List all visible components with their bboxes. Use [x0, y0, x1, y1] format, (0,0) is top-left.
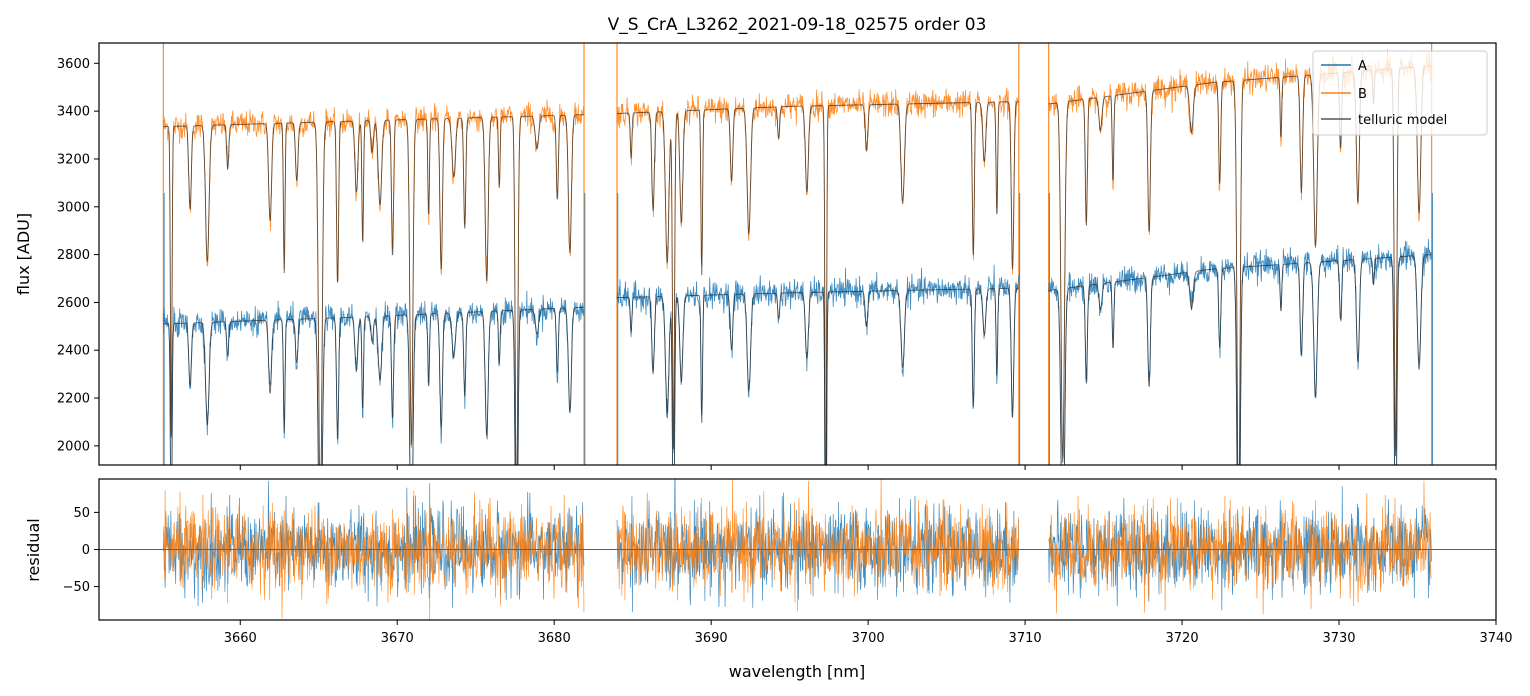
residual-series-b-seg2	[1048, 480, 1432, 615]
telluric-model-a-seg0	[163, 306, 584, 465]
x-tick-label: 3700	[852, 631, 885, 646]
residual-y-tick-label: 50	[73, 506, 90, 521]
flux-y-tick-label: 3000	[57, 200, 90, 215]
flux-y-tick-label: 2800	[57, 248, 90, 263]
legend-label-telluric: telluric model	[1358, 113, 1447, 128]
telluric-model-b-seg1	[616, 101, 1019, 465]
flux-y-tick-label: 3200	[57, 152, 90, 167]
residual-y-ticks: 50 0 −50	[63, 506, 99, 595]
residual-x-ticks: 3660 3670 3680 3690 3700 3710 3720 3730 3740	[224, 620, 1513, 646]
residual-plot-area	[99, 479, 1496, 620]
x-tick-label: 3740	[1479, 631, 1512, 646]
residual-y-tick-label: 0	[82, 543, 90, 558]
flux-y-tick-label: 2200	[57, 392, 90, 407]
x-tick-label: 3730	[1322, 631, 1355, 646]
flux-y-tick-label: 2000	[57, 439, 90, 454]
flux-y-tick-label: 2600	[57, 296, 90, 311]
residual-panel: 500−50 3660 3670 3680 3690 3700 3710 3720 3730 3…	[24, 478, 1513, 681]
chart-title: V_S_CrA_L3262_2021-09-18_02575 order 03	[608, 15, 987, 35]
residual-series-b-seg1	[616, 479, 1020, 612]
x-tick-label: 3660	[224, 631, 257, 646]
flux-y-tick-label: 3400	[57, 105, 90, 120]
flux-y-tick-label: 2400	[57, 344, 90, 359]
x-tick-label: 3710	[1009, 631, 1042, 646]
legend-label-a: A	[1358, 59, 1367, 74]
legend-label-b: B	[1358, 87, 1367, 102]
telluric-model-a-seg2	[1048, 254, 1432, 465]
telluric-model-b-seg0	[163, 114, 584, 465]
flux-y-ticks: 2000 2200 2400 2600 2800 3000 3200 3400 3600	[57, 57, 99, 454]
flux-x-ticks	[239, 465, 1497, 470]
residual-y-tick-label: −50	[63, 580, 90, 595]
flux-axes-frame	[98, 42, 1497, 466]
flux-panel: 2000 2200 2400 2600 2800 3000 3200 3400 3600 flu…	[14, 42, 1497, 470]
x-tick-label: 3690	[695, 631, 728, 646]
x-tick-label: 3670	[381, 631, 414, 646]
flux-y-axis-label: flux [ADU]	[14, 213, 33, 295]
legend-box	[1312, 50, 1488, 136]
residual-axes-frame	[98, 478, 1497, 621]
residual-y-axis-label: residual	[24, 518, 43, 581]
legend: A B telluric model	[1312, 50, 1488, 136]
x-axis-label: wavelength [nm]	[729, 662, 866, 681]
residual-series-b-seg0	[163, 490, 585, 620]
x-tick-label: 3680	[538, 631, 571, 646]
flux-y-tick-label: 3600	[57, 57, 90, 72]
flux-plot-area	[162, 43, 1433, 465]
x-tick-label: 3720	[1166, 631, 1199, 646]
telluric-model-a-seg1	[616, 287, 1019, 465]
